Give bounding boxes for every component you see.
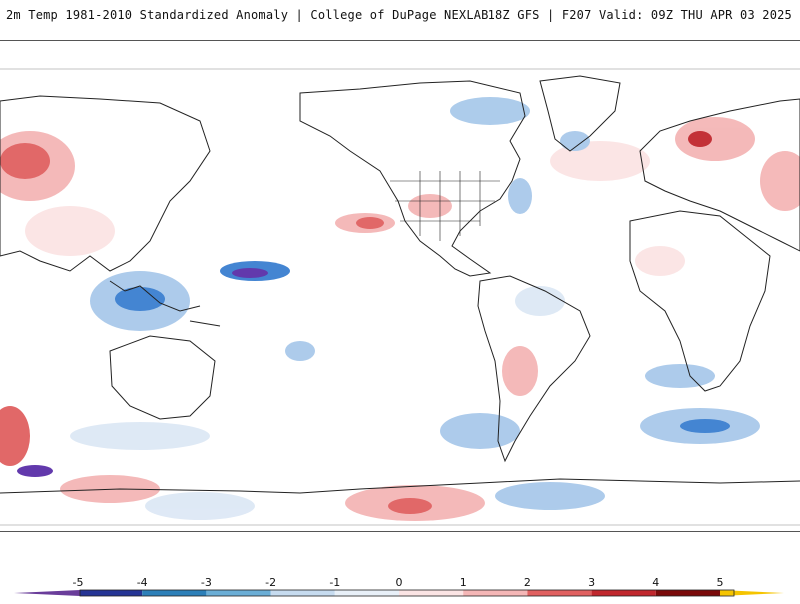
colorbar-bin [399, 590, 464, 596]
colorbar-min-arrow [14, 590, 80, 596]
europe-asia-outline [639, 98, 800, 252]
model-run-info: 18Z GFS | F207 Valid: 09Z THU APR 03 202… [487, 8, 792, 22]
cool-anomaly-antarctic-east [495, 482, 605, 510]
colorbar-tick-label: 3 [588, 576, 596, 589]
map-frame-lines [0, 68, 800, 526]
anomaly-shading [0, 97, 800, 521]
asia-west-outline [0, 95, 211, 272]
warm-anomaly-scandinavia [675, 117, 755, 161]
colorbar-bin [206, 590, 271, 596]
warm-anomaly-west-edge [0, 406, 30, 466]
warm-anomaly-europe-east [760, 151, 800, 211]
colorbar-tick-label: 2 [523, 576, 531, 589]
colorbar-bin [334, 590, 399, 596]
anomaly-legend: -5 -4 -3 -2 -1 0 1 2 3 4 5 [0, 568, 800, 600]
warm-anomaly-china [25, 206, 115, 256]
colorbar-bin [527, 590, 592, 596]
colorbar-tick-label: -4 [136, 576, 148, 589]
colorbar-bin [655, 590, 720, 596]
colorbar-tick-label: -2 [265, 576, 277, 589]
colorbar-tick-label: 0 [395, 576, 403, 589]
map-header: 2m Temp 1981-2010 Standardized Anomaly |… [0, 0, 800, 30]
colorbar [14, 589, 784, 597]
colorbar-tick-label: -3 [200, 576, 212, 589]
warm-anomaly-africa [635, 246, 685, 276]
warm-anomaly-south-america [502, 346, 538, 396]
warm-anomaly-asia-core [0, 143, 50, 179]
greenland-outline [539, 75, 621, 152]
colorbar-bin [270, 590, 335, 596]
cool-anomaly-far-south-west [17, 465, 53, 477]
coastlines [0, 75, 800, 494]
colorbar-tick-label: -5 [72, 576, 84, 589]
cool-anomaly-southern-indian-core [680, 419, 730, 433]
cool-anomaly-canada [450, 97, 530, 125]
cool-anomaly-south-of-africa [645, 364, 715, 388]
colorbar-tick-label: 1 [459, 576, 467, 589]
colorbar-max-arrow [720, 590, 784, 596]
australia-outline [109, 335, 216, 420]
cool-anomaly-southern-pacific [70, 422, 210, 450]
africa-outline [629, 210, 771, 392]
map-title: 2m Temp 1981-2010 Standardized Anomaly |… [6, 8, 489, 22]
cool-anomaly-pacific-extreme [232, 268, 268, 278]
colorbar-tick-label: 5 [716, 576, 724, 589]
colorbar-segments [14, 590, 784, 596]
colorbar-bin [80, 590, 143, 596]
warm-anomaly-antarctic-core [388, 498, 432, 514]
world-map-panel [0, 40, 800, 532]
south-america-outline [477, 275, 591, 463]
maritime-islands-outline [109, 280, 221, 327]
warm-anomaly-scandinavia-core [688, 131, 712, 147]
north-america-outline [299, 80, 526, 277]
anomaly-map [0, 68, 800, 526]
colorbar-bin [591, 590, 656, 596]
warm-anomaly-us-southwest [408, 194, 452, 218]
cool-anomaly-amazon [515, 286, 565, 316]
colorbar-tick-label: 4 [652, 576, 660, 589]
cool-anomaly-east-pacific [285, 341, 315, 361]
colorbar-bin [463, 590, 528, 596]
cool-anomaly-northeast-us [508, 178, 532, 214]
us-state-borders [390, 171, 500, 241]
colorbar-border [79, 589, 735, 597]
antarctica-outline [0, 478, 800, 494]
cool-anomaly-antarctic-west [145, 492, 255, 520]
cool-anomaly-south-atlantic [440, 413, 520, 449]
warm-anomaly-pacific-core [356, 217, 384, 229]
colorbar-bin [142, 590, 207, 596]
cool-anomaly-greenland-east [560, 131, 590, 151]
cool-anomaly-indonesia-core [115, 287, 165, 311]
colorbar-tick-label: -1 [329, 576, 341, 589]
